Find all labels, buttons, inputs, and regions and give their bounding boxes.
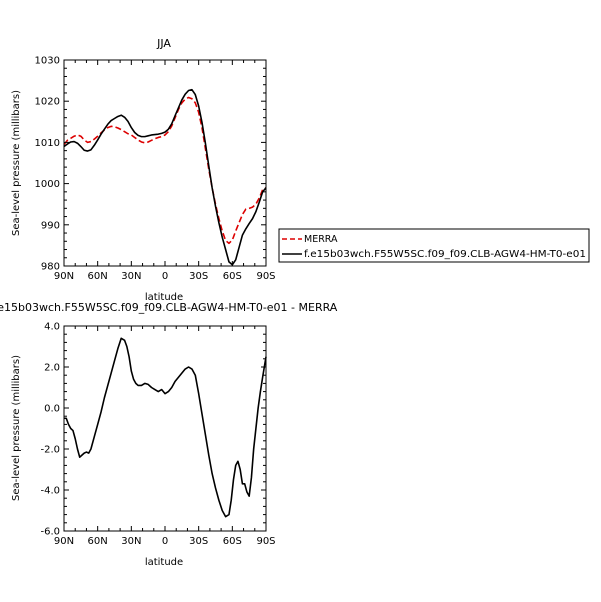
top-y-tick-label: 1000	[35, 179, 60, 190]
top-x-tick-label: 90S	[256, 271, 275, 282]
top-series-line-0	[63, 96, 267, 245]
bottom-y-tick-label: 2.0	[44, 363, 60, 374]
top-series-line-1	[63, 88, 267, 266]
top-y-tick-label: 1010	[35, 138, 60, 149]
top-x-tick-label: 0	[162, 271, 168, 282]
bottom-x-axis-label: latitude	[145, 557, 183, 568]
bottom-x-tick-label: 60N	[88, 536, 108, 547]
top-y-tick-label: 990	[41, 220, 60, 231]
top-x-tick-label: 30S	[189, 271, 208, 282]
legend-label-model: f.e15b03wch.F55W5SC.f09_f09.CLB-AGW4-HM-…	[304, 249, 586, 260]
bottom-y-tick-label: 4.0	[44, 322, 60, 333]
bottom-x-tick-label: 90N	[54, 536, 74, 547]
bottom-plot-area: 90N 60N 30N 0 30S 60S 90S -6.0 -4.0 -2.0 0.0 2.0 4.0	[40, 322, 275, 548]
top-panel: JJA 90N 60N 30N 0 30S 60S 90S 980 990 1000 1010 102…	[11, 37, 276, 303]
legend: MERRA f.e15b03wch.F55W5SC.f09_f09.CLB-AG…	[278, 228, 590, 263]
top-x-tick-label: 60S	[223, 271, 242, 282]
bottom-plot-frame	[63, 325, 267, 532]
top-chart-title: JJA	[156, 37, 171, 50]
bottom-x-tick-label: 30N	[121, 536, 141, 547]
top-y-tick-label: 980	[41, 262, 60, 273]
top-x-tick-label: 30N	[121, 271, 141, 282]
bottom-x-tick-label: 60S	[223, 536, 242, 547]
bottom-y-tick-label: 0.0	[44, 404, 60, 415]
bottom-x-tick-label: 90S	[256, 536, 275, 547]
top-plot-frame	[63, 59, 267, 267]
top-y-tick-label: 1020	[35, 97, 60, 108]
bottom-x-tick-label: 0	[162, 536, 168, 547]
legend-box	[278, 228, 590, 263]
top-x-axis-label: latitude	[145, 292, 183, 303]
bottom-chart-title: f.e15b03wch.F55W5SC.f09_f09.CLB-AGW4-HM-…	[0, 301, 338, 314]
top-y-tick-label: 1030	[35, 56, 60, 67]
top-x-tick-label: 60N	[88, 271, 108, 282]
bottom-y-tick-label: -6.0	[40, 527, 60, 538]
bottom-y-axis-label: Sea-level pressure (millibars)	[11, 355, 22, 501]
top-x-tick-label: 90N	[54, 271, 74, 282]
bottom-y-tick-label: -2.0	[40, 445, 60, 456]
legend-label-merra: MERRA	[304, 234, 338, 245]
top-y-axis-label: Sea-level pressure (millibars)	[11, 90, 22, 236]
top-plot-area: 90N 60N 30N 0 30S 60S 90S 980 990 1000 1010 1020 103…	[35, 56, 276, 283]
bottom-series-line-0	[64, 337, 267, 518]
bottom-panel: f.e15b03wch.F55W5SC.f09_f09.CLB-AGW4-HM-…	[0, 301, 338, 568]
bottom-x-tick-label: 30S	[189, 536, 208, 547]
bottom-y-tick-label: -4.0	[40, 486, 60, 497]
